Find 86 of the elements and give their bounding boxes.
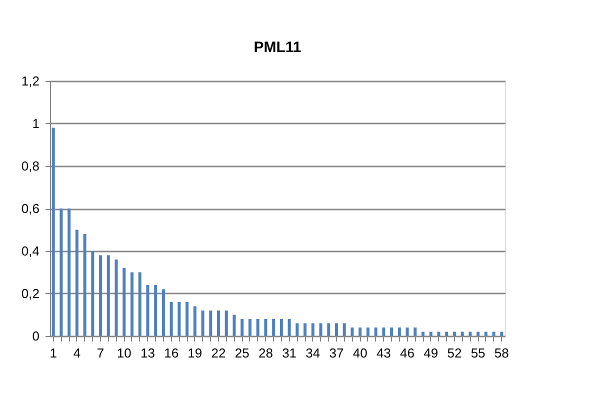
x-tick-label: 34 — [306, 346, 320, 360]
x-tick-label: 22 — [211, 346, 226, 360]
chart-title: PML11 — [254, 39, 302, 56]
bar — [146, 285, 150, 336]
x-tick-label: 16 — [164, 346, 179, 360]
bar — [201, 310, 204, 336]
x-tick-label: 43 — [376, 346, 391, 360]
bar — [468, 332, 472, 336]
y-tick-label: 0,4 — [21, 244, 40, 258]
bar — [52, 128, 55, 336]
bar — [500, 332, 504, 336]
x-tick-label: 25 — [234, 346, 250, 360]
bar — [83, 234, 86, 336]
bar — [492, 332, 496, 336]
bar — [390, 328, 394, 336]
bar — [75, 230, 78, 336]
bar — [382, 328, 386, 336]
bar — [138, 272, 142, 336]
x-tick-label: 13 — [140, 346, 155, 360]
bar — [130, 272, 134, 336]
bar — [437, 332, 440, 336]
bar — [414, 328, 417, 336]
x-tick-label: 37 — [329, 346, 344, 360]
bar — [106, 255, 110, 336]
bar — [429, 332, 432, 336]
x-tick-label: 49 — [424, 346, 438, 360]
x-tick-label: 31 — [282, 346, 297, 360]
bar — [114, 260, 118, 336]
y-tick-label: 0,6 — [21, 201, 40, 216]
bar — [217, 310, 220, 336]
bar — [476, 332, 480, 336]
bar — [193, 306, 196, 336]
bar — [280, 319, 283, 336]
x-tick-label: 4 — [73, 346, 81, 360]
bar — [374, 328, 378, 336]
x-tick-label: 58 — [494, 346, 509, 360]
x-tick-label: 52 — [447, 346, 462, 360]
bar — [209, 310, 212, 336]
bar — [162, 289, 165, 336]
bar — [122, 268, 126, 336]
x-tick-label: 40 — [352, 346, 368, 360]
bar — [350, 328, 354, 336]
y-tick-label: 0,8 — [21, 158, 40, 174]
bar — [170, 302, 173, 336]
bar — [366, 328, 370, 336]
x-tick-label: 19 — [188, 346, 202, 360]
bar — [406, 328, 409, 336]
bar — [240, 319, 244, 336]
bar — [327, 323, 330, 336]
bar — [186, 302, 189, 336]
bar — [319, 323, 322, 336]
bar — [304, 323, 307, 336]
bar — [60, 208, 63, 336]
y-tick-label: 1 — [32, 116, 40, 131]
bar — [256, 319, 260, 336]
bar — [248, 319, 252, 336]
bar — [311, 323, 314, 336]
bar — [68, 208, 71, 336]
bar — [224, 310, 228, 336]
y-tick-label: 0 — [32, 328, 40, 344]
bar — [484, 332, 488, 336]
x-tick-label: 55 — [470, 346, 486, 360]
bar — [99, 255, 102, 336]
bar — [334, 323, 338, 336]
x-tick-label: 46 — [400, 346, 415, 360]
x-tick-label: 1 — [50, 346, 57, 360]
bar — [398, 328, 401, 336]
bar — [232, 314, 236, 336]
bar — [154, 285, 158, 336]
bar — [178, 302, 181, 336]
bar — [91, 251, 94, 336]
bar — [445, 332, 448, 336]
x-tick-label: 10 — [116, 346, 132, 360]
bar — [460, 332, 464, 336]
bar — [452, 332, 456, 336]
x-tick-label: 28 — [258, 346, 273, 360]
bar — [358, 328, 362, 336]
bar — [422, 332, 425, 336]
bar — [272, 319, 276, 336]
x-tick-label: 7 — [96, 346, 104, 360]
bar — [264, 319, 268, 336]
bar — [342, 323, 346, 336]
y-tick-label: 1,2 — [21, 74, 40, 88]
bar — [296, 323, 299, 336]
y-tick-label: 0,2 — [21, 286, 40, 301]
bar — [288, 319, 291, 336]
